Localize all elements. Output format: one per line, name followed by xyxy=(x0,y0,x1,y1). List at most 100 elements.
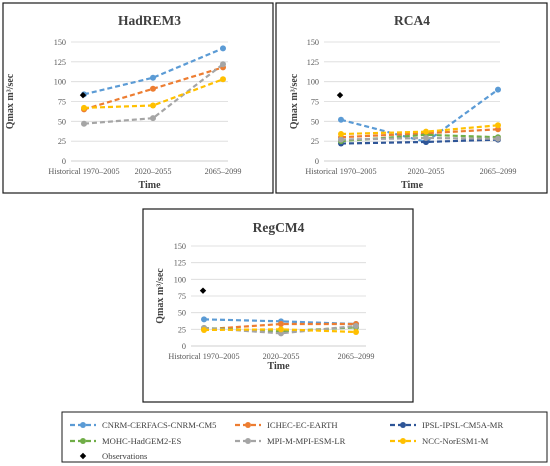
legend-item-mpi-m-mpi-esm-lr: MPI-M-MPI-ESM-LR xyxy=(235,436,346,446)
observation-point xyxy=(79,91,87,99)
data-point xyxy=(220,76,226,83)
x-tick-label: Historical 1970–2005 xyxy=(48,167,119,176)
y-tick-label: 0 xyxy=(315,157,319,166)
series-line xyxy=(340,88,499,144)
legend-item-ichec-ec-earth: ICHEC-EC-EARTH xyxy=(235,420,338,430)
series-line xyxy=(340,124,499,136)
data-point xyxy=(278,326,284,333)
data-point xyxy=(338,116,344,123)
observation-point xyxy=(199,287,207,294)
x-tick-label: 2020–2055 xyxy=(408,167,445,176)
data-point xyxy=(150,102,156,109)
chart-regcm4: 0 25 50 75 100 125 150 Historical 1970–2005 2020… xyxy=(142,208,414,403)
x-tick-label: 2065–2099 xyxy=(480,167,517,176)
y-tick-label: 100 xyxy=(174,275,186,284)
data-point xyxy=(150,85,156,92)
legend-label: MOHC-HadGEM2-ES xyxy=(102,436,181,446)
data-point xyxy=(81,104,87,111)
legend-marker xyxy=(80,438,86,444)
series-ncc-noresm1-m xyxy=(201,326,359,335)
data-point xyxy=(353,329,359,335)
legend-marker xyxy=(245,422,251,428)
data-point xyxy=(423,134,429,141)
y-axis-title: Qmax m³/sec xyxy=(289,73,300,129)
data-point xyxy=(220,61,226,68)
series-line xyxy=(203,322,356,331)
y-tick-label: 0 xyxy=(182,342,186,351)
x-axis-title: Time xyxy=(267,361,290,372)
y-tick-label: 150 xyxy=(54,38,66,47)
legend-label: IPSL-IPSL-CM5A-MR xyxy=(422,420,503,430)
x-tick-label: 2065–2099 xyxy=(338,352,375,361)
data-point xyxy=(338,136,344,143)
y-tick-label: 50 xyxy=(178,309,186,318)
y-tick-label: 50 xyxy=(311,117,319,126)
series-line xyxy=(340,138,499,145)
data-point xyxy=(278,321,284,327)
panel-frame xyxy=(2,2,274,194)
series-ncc-noresm1-m xyxy=(338,122,501,138)
y-tick-label: 0 xyxy=(62,157,66,166)
legend-item-ncc-noresm1-m: NCC-NorESM1-M xyxy=(390,436,489,446)
legend-label: ICHEC-EC-EARTH xyxy=(267,420,338,430)
x-tick-label: Historical 1970–2005 xyxy=(168,352,239,361)
chart-title: RegCM4 xyxy=(253,220,305,235)
data-point xyxy=(353,323,359,329)
series-mpi-m-mpi-esm-lr xyxy=(338,134,501,143)
chart-title: RCA4 xyxy=(394,13,430,28)
y-tick-label: 25 xyxy=(311,137,319,146)
x-axis-title: Time xyxy=(401,180,424,191)
x-tick-label: 2020–2055 xyxy=(263,352,300,361)
y-tick-label: 125 xyxy=(54,58,66,67)
data-point xyxy=(220,45,226,52)
y-tick-label: 150 xyxy=(174,242,186,251)
y-tick-label: 100 xyxy=(54,78,66,87)
series-mpi-m-mpi-esm-lr xyxy=(81,61,226,127)
legend-item-observations: Observations xyxy=(79,451,148,461)
data-point xyxy=(201,316,207,323)
chart-hadrem3: 0 25 50 75 100 125 150 Historical 1970–2005 2020… xyxy=(2,2,274,194)
series-line xyxy=(340,136,499,141)
y-tick-label: 75 xyxy=(58,98,66,107)
data-point xyxy=(81,120,87,127)
y-tick-label: 25 xyxy=(178,325,186,334)
series-line xyxy=(83,47,224,96)
legend-item-ipsl-ipsl-cm5a-mr: IPSL-IPSL-CM5A-MR xyxy=(390,420,503,430)
legend-label: Observations xyxy=(102,451,148,461)
legend-marker xyxy=(79,452,87,460)
data-point xyxy=(495,86,501,93)
x-axis-title: Time xyxy=(138,180,161,191)
data-point xyxy=(495,122,501,129)
series-ncc-noresm1-m xyxy=(81,76,226,111)
legend-label: CNRM-CERFACS-CNRM-CM5 xyxy=(102,420,216,430)
legend-marker xyxy=(245,438,251,444)
series-line xyxy=(83,63,224,125)
series-line xyxy=(340,128,499,139)
y-tick-label: 25 xyxy=(58,137,66,146)
legend-item-cnrm-cerfacs-cnrm-cm5: CNRM-CERFACS-CNRM-CM5 xyxy=(70,420,216,430)
chart-panels: 0 25 50 75 100 125 150 Historical 1970–2005 2020… xyxy=(2,2,548,403)
y-tick-label: 150 xyxy=(307,38,319,47)
series-line xyxy=(203,318,357,326)
y-tick-label: 125 xyxy=(174,259,186,268)
chart-title: HadREM3 xyxy=(118,13,181,28)
y-tick-label: 75 xyxy=(178,292,186,301)
data-point xyxy=(338,131,344,138)
legend-label: MPI-M-MPI-ESM-LR xyxy=(267,436,346,446)
chart-rca4: 0 25 50 75 100 125 150 Historical 1970–2005 2020… xyxy=(275,2,548,194)
series-line xyxy=(203,328,357,334)
legend-frame xyxy=(61,411,548,463)
legend-marker xyxy=(80,422,86,428)
legend: CNRM-CERFACS-CNRM-CM5 ICHEC-EC-EARTH IPSL-… xyxy=(61,411,548,463)
y-axis-title: Qmax m³/sec xyxy=(5,73,16,129)
legend-label: NCC-NorESM1-M xyxy=(422,436,489,446)
data-point xyxy=(201,327,207,333)
y-axis-title: Qmax m³/sec xyxy=(155,268,166,324)
x-tick-label: 2065–2099 xyxy=(205,167,242,176)
data-point xyxy=(150,74,156,81)
data-point xyxy=(150,115,156,122)
legend-marker xyxy=(400,438,406,444)
y-tick-label: 125 xyxy=(307,58,319,67)
legend-marker xyxy=(400,422,406,428)
